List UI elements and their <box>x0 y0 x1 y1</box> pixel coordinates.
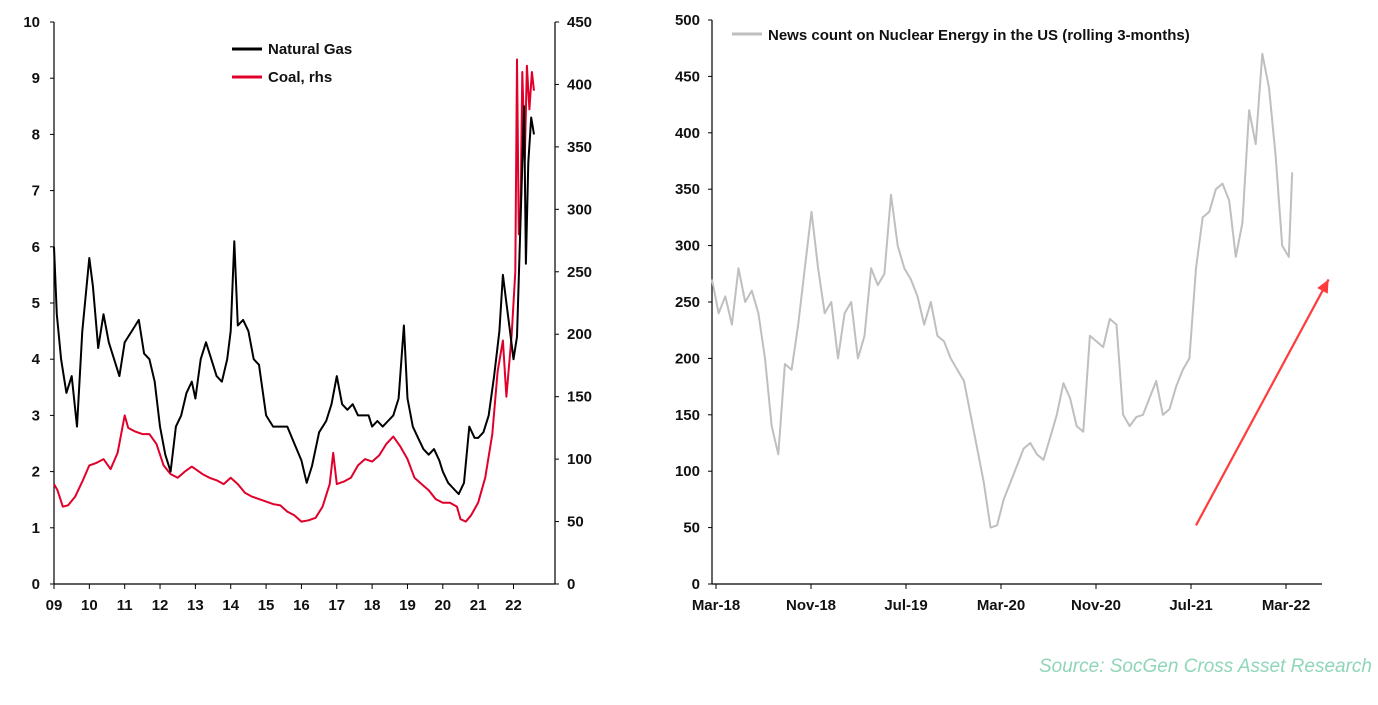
y-tick-label: 150 <box>675 407 700 424</box>
y-right-tick-label: 150 <box>567 389 592 406</box>
y-left-tick-label: 7 <box>32 183 40 200</box>
y-tick-label: 450 <box>675 68 700 85</box>
x-tick-label: Mar-20 <box>977 597 1025 614</box>
left-chart-tick-labels: 0123456789100501001502002503003504004500… <box>23 14 592 614</box>
x-tick-label: 18 <box>364 597 381 614</box>
x-tick-label: Mar-18 <box>692 597 740 614</box>
y-right-tick-label: 250 <box>567 264 592 281</box>
y-right-tick-label: 200 <box>567 326 592 343</box>
trend-arrow-shaft <box>1195 278 1330 526</box>
y-tick-label: 50 <box>683 520 700 537</box>
x-tick-label: Jul-21 <box>1169 597 1212 614</box>
y-left-tick-label: 8 <box>32 126 40 143</box>
y-tick-label: 300 <box>675 238 700 255</box>
x-tick-label: 21 <box>470 597 487 614</box>
legend-coal-label: Coal, rhs <box>268 69 332 86</box>
x-tick-label: 11 <box>117 597 133 614</box>
left-chart-series <box>53 58 535 523</box>
legend-nuclear-news-label: News count on Nuclear Energy in the US (… <box>768 27 1190 44</box>
y-left-tick-label: 2 <box>32 464 40 481</box>
x-tick-label: 09 <box>46 597 63 614</box>
y-left-tick-label: 4 <box>32 351 41 368</box>
y-left-tick-label: 9 <box>32 70 40 87</box>
right-chart-legend: News count on Nuclear Energy in the US (… <box>732 27 1190 44</box>
y-tick-label: 250 <box>675 294 700 311</box>
x-tick-label: 17 <box>328 597 345 614</box>
y-right-tick-label: 300 <box>567 201 592 218</box>
y-left-tick-label: 1 <box>32 520 40 537</box>
x-tick-label: 10 <box>81 597 98 614</box>
x-tick-label: 22 <box>505 597 522 614</box>
natural-gas-line <box>53 105 535 496</box>
left-chart-natural-gas-coal: 0123456789100501001502002503003504004500… <box>23 14 592 614</box>
right-chart-nuclear-news: 0 50 100 150 200 250 300 350 400 450 500 Mar-18 Nov-… <box>675 12 1330 614</box>
trend-arrow <box>1195 278 1330 526</box>
y-left-tick-label: 6 <box>32 239 40 256</box>
x-tick-label: Jul-19 <box>884 597 927 614</box>
right-chart-tick-labels: 0 50 100 150 200 250 300 350 400 450 500 Mar-18 Nov-… <box>675 12 1310 614</box>
trend-arrow-head <box>1317 279 1329 294</box>
coal-line <box>53 58 535 523</box>
y-right-tick-label: 450 <box>567 14 592 31</box>
x-tick-label: 12 <box>152 597 169 614</box>
y-right-tick-label: 0 <box>567 576 575 593</box>
nuclear-news-line <box>711 52 1294 529</box>
y-tick-label: 500 <box>675 12 700 29</box>
right-chart-axes <box>711 20 1322 585</box>
x-tick-label: Nov-20 <box>1071 597 1121 614</box>
y-tick-label: 0 <box>692 576 700 593</box>
y-tick-label: 100 <box>675 463 700 480</box>
x-tick-label: 20 <box>434 597 451 614</box>
y-left-tick-label: 10 <box>23 14 40 31</box>
left-chart-legend: Natural Gas Coal, rhs <box>232 41 352 86</box>
y-right-tick-label: 400 <box>567 76 592 93</box>
x-tick-label: Mar-22 <box>1262 597 1310 614</box>
x-tick-label: 16 <box>293 597 310 614</box>
y-left-tick-label: 3 <box>32 407 40 424</box>
y-tick-label: 200 <box>675 350 700 367</box>
right-chart-series <box>711 52 1294 529</box>
x-tick-label: 14 <box>222 597 239 614</box>
legend-natural-gas-label: Natural Gas <box>268 41 352 58</box>
x-tick-label: Nov-18 <box>786 597 836 614</box>
y-left-tick-label: 5 <box>32 295 40 312</box>
y-left-tick-label: 0 <box>32 576 40 593</box>
x-tick-label: 13 <box>187 597 204 614</box>
y-right-tick-label: 100 <box>567 451 592 468</box>
y-tick-label: 350 <box>675 181 700 198</box>
x-tick-label: 19 <box>399 597 416 614</box>
x-tick-label: 15 <box>258 597 275 614</box>
y-tick-label: 400 <box>675 125 700 142</box>
y-right-tick-label: 350 <box>567 139 592 156</box>
y-right-tick-label: 50 <box>567 514 584 531</box>
source-note: Source: SocGen Cross Asset Research <box>1039 656 1372 677</box>
